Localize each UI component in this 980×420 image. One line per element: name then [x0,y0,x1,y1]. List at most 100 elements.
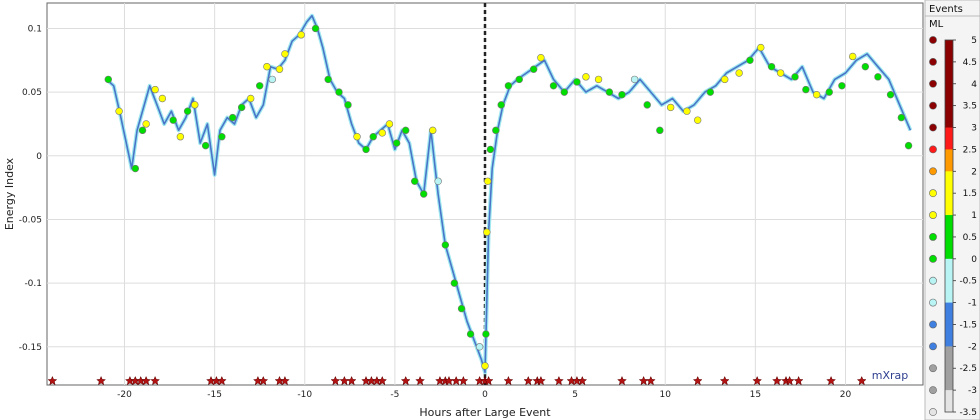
event-marker[interactable] [385,120,394,128]
event-marker[interactable] [201,141,210,150]
large-event-stars[interactable] [47,375,867,386]
event-marker[interactable] [791,73,799,81]
event-marker[interactable] [874,73,882,81]
event-marker[interactable] [362,145,370,154]
event-marker[interactable] [466,330,475,338]
event-marker[interactable] [115,107,123,115]
large-event-star[interactable] [346,375,357,386]
event-marker[interactable] [492,126,500,135]
event-marker[interactable] [104,75,112,84]
event-marker[interactable] [255,82,264,90]
large-event-star[interactable] [483,375,494,386]
event-marker[interactable] [812,90,821,99]
event-marker[interactable] [457,304,466,313]
large-event-star[interactable] [772,375,782,386]
event-marker[interactable] [693,116,702,124]
large-event-star[interactable] [330,375,341,386]
event-marker[interactable] [582,73,590,81]
event-marker[interactable] [886,90,895,99]
event-marker[interactable] [838,82,846,90]
event-marker[interactable] [268,75,277,84]
event-marker[interactable] [529,65,538,73]
large-event-star[interactable] [577,375,588,386]
event-marker[interactable] [297,31,305,39]
large-event-star[interactable] [150,375,161,386]
event-marker[interactable] [392,139,401,147]
event-marker[interactable] [746,56,754,64]
event-marker[interactable] [560,88,569,96]
large-event-star[interactable] [400,375,411,386]
event-marker[interactable] [482,330,490,338]
large-event-star[interactable] [617,375,627,386]
event-marker[interactable] [344,101,352,109]
event-marker[interactable] [630,75,639,84]
event-marker[interactable] [378,129,386,137]
event-marker[interactable] [281,50,289,58]
large-event-star[interactable] [458,375,469,386]
event-marker[interactable] [656,126,664,135]
event-marker[interactable] [246,94,255,103]
event-marker[interactable] [515,75,523,84]
large-event-star[interactable] [96,375,107,386]
large-event-star[interactable] [503,375,514,386]
event-marker[interactable] [401,126,410,135]
event-marker[interactable] [475,343,484,351]
event-marker[interactable] [683,107,691,115]
event-marker[interactable] [594,75,603,84]
event-marker[interactable] [275,65,284,73]
large-event-star[interactable] [719,375,730,386]
event-marker[interactable] [324,75,332,84]
event-marker[interactable] [228,113,237,122]
large-event-star[interactable] [645,375,656,386]
event-marker[interactable] [311,24,320,33]
event-marker[interactable] [537,54,545,62]
event-marker[interactable] [191,101,199,109]
event-marker[interactable] [169,116,177,124]
event-marker[interactable] [183,107,192,115]
large-event-star[interactable] [258,375,269,386]
large-event-star[interactable] [377,375,388,386]
event-marker[interactable] [897,113,906,122]
event-marker[interactable] [666,103,675,112]
event-marker[interactable] [263,62,271,71]
large-event-star[interactable] [47,375,58,386]
event-marker[interactable] [429,126,437,135]
event-markers[interactable] [104,24,913,370]
event-marker[interactable] [158,94,167,103]
event-marker[interactable] [605,88,614,96]
event-marker[interactable] [369,133,377,141]
event-marker[interactable] [802,85,810,94]
large-event-star[interactable] [692,375,703,386]
event-marker[interactable] [757,43,765,52]
event-marker[interactable] [142,120,150,128]
event-marker[interactable] [131,164,140,173]
event-marker[interactable] [735,69,743,77]
large-event-star[interactable] [826,375,837,386]
event-marker[interactable] [643,101,651,109]
event-marker[interactable] [411,177,419,185]
event-marker[interactable] [434,177,442,185]
event-marker[interactable] [776,69,785,77]
event-marker[interactable] [441,241,450,249]
event-marker[interactable] [218,133,226,141]
event-marker[interactable] [618,90,626,99]
event-marker[interactable] [483,228,491,236]
large-event-star[interactable] [415,375,426,386]
event-marker[interactable] [481,362,489,370]
event-marker[interactable] [904,141,913,150]
event-marker[interactable] [573,78,581,86]
large-event-star[interactable] [141,375,152,386]
event-marker[interactable] [721,75,729,84]
event-marker[interactable] [176,133,185,141]
large-event-star[interactable] [216,375,227,386]
event-marker[interactable] [849,52,857,61]
event-marker[interactable] [497,101,505,109]
event-marker[interactable] [353,133,361,141]
large-event-star[interactable] [553,375,564,386]
event-marker[interactable] [706,88,715,96]
event-marker[interactable] [151,85,159,94]
event-marker[interactable] [504,82,513,90]
event-marker[interactable] [237,103,246,112]
event-marker[interactable] [549,82,558,90]
large-event-star[interactable] [752,375,763,386]
